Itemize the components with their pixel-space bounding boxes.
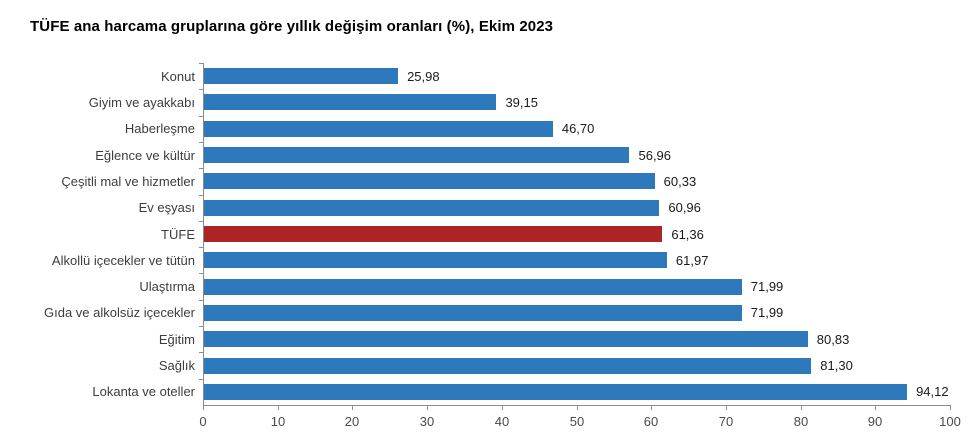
y-axis-tick [199, 221, 203, 222]
x-axis-tick [801, 406, 802, 410]
y-axis-tick [199, 273, 203, 274]
x-tick-label: 10 [270, 414, 286, 429]
x-axis-tick [278, 406, 279, 410]
bar-highlight [204, 226, 663, 243]
x-axis-tick [427, 406, 428, 410]
bar [204, 94, 497, 111]
category-label: Eğitim [158, 331, 195, 347]
y-axis-tick [199, 352, 203, 353]
category-label: Haberleşme [124, 121, 195, 137]
x-axis-tick [875, 406, 876, 410]
x-axis-tick [726, 406, 727, 410]
bar-row: 80,83 [204, 326, 951, 352]
x-tick-label: 0 [199, 414, 207, 429]
category-label: Alkollü içecekler ve tütün [51, 252, 195, 268]
bar [204, 199, 660, 216]
x-tick-label: 90 [867, 414, 883, 429]
category-label: Giyim ve ayakkabı [88, 94, 195, 110]
y-axis-tick [199, 142, 203, 143]
value-label: 39,15 [505, 94, 538, 110]
bar [204, 68, 399, 85]
bar [204, 147, 630, 164]
x-axis-tick [651, 406, 652, 410]
x-tick-label: 20 [344, 414, 360, 429]
x-axis-tick [950, 406, 951, 410]
bar-rows: 25,98 39,15 46,70 56,96 60,33 60,96 61,36 61,97… [204, 63, 951, 405]
category-axis: Konut Giyim ve ayakkabı Haberleşme Eğlence … [0, 63, 195, 405]
y-axis-tick [199, 89, 203, 90]
x-axis-tick [577, 406, 578, 410]
bar [204, 357, 812, 374]
y-axis-tick [199, 116, 203, 117]
bar-chart-plot-area: 25,98 39,15 46,70 56,96 60,33 60,96 61,36 61,97… [203, 63, 951, 406]
bar [204, 120, 553, 137]
category-label: Gıda ve alkolsüz içecekler [43, 305, 195, 321]
bar [204, 173, 655, 190]
bar [204, 331, 808, 348]
x-tick-label: 40 [494, 414, 510, 429]
x-axis-tick [203, 406, 204, 410]
value-label: 80,83 [816, 331, 850, 347]
x-tick-label: 70 [718, 414, 734, 429]
bar-row: 71,99 [204, 300, 951, 326]
y-axis-tick [199, 247, 203, 248]
x-tick-label: 30 [419, 414, 435, 429]
bar-row: 60,96 [204, 195, 951, 221]
x-tick-label: 60 [643, 414, 659, 429]
bar-row: 81,30 [204, 352, 951, 378]
y-axis-tick [199, 300, 203, 301]
x-tick-label: 50 [569, 414, 585, 429]
bar-row: 46,70 [204, 116, 951, 142]
value-label: 56,96 [638, 147, 672, 163]
bar-row: 56,96 [204, 142, 951, 168]
value-label: 46,70 [561, 121, 595, 137]
bar-row: 71,99 [204, 274, 951, 300]
y-axis-tick [199, 168, 203, 169]
category-label: Çeşitli mal ve hizmetler [61, 173, 195, 189]
y-axis-tick [199, 326, 203, 327]
x-axis-tick [352, 406, 353, 410]
value-label: 60,96 [668, 200, 701, 216]
bar-row: 61,97 [204, 247, 951, 273]
bar-row: 61,36 [204, 221, 951, 247]
bar-row: 60,33 [204, 168, 951, 194]
bar-row: 94,12 [204, 379, 951, 405]
category-label: Ev eşyası [138, 200, 195, 216]
bar-row: 39,15 [204, 89, 951, 115]
bar-row: 25,98 [204, 63, 951, 89]
x-axis-tick [502, 406, 503, 410]
value-label: 94,12 [916, 384, 949, 400]
value-label: 81,30 [820, 358, 853, 374]
bar [204, 304, 742, 321]
x-tick-label: 100 [939, 414, 961, 429]
bar [204, 252, 667, 269]
category-label: Eğlence ve kültür [95, 147, 195, 163]
category-label: Konut [161, 68, 195, 84]
x-tick-label: 80 [793, 414, 809, 429]
category-label: Ulaştırma [139, 279, 195, 295]
y-axis-tick [199, 63, 203, 64]
value-label: 61,97 [675, 252, 709, 268]
category-label: Sağlık [158, 358, 195, 374]
value-label: 71,99 [750, 279, 784, 295]
chart-title: TÜFE ana harcama gruplarına göre yıllık … [30, 18, 554, 35]
category-label: TÜFE [161, 226, 195, 242]
value-label: 61,36 [671, 226, 704, 242]
value-label: 60,33 [663, 173, 697, 189]
value-label: 25,98 [407, 68, 440, 84]
y-axis-tick [199, 379, 203, 380]
category-label: Lokanta ve oteller [92, 384, 195, 400]
bar [204, 383, 908, 400]
y-axis-tick [199, 195, 203, 196]
bar [204, 278, 742, 295]
value-label: 71,99 [750, 305, 784, 321]
